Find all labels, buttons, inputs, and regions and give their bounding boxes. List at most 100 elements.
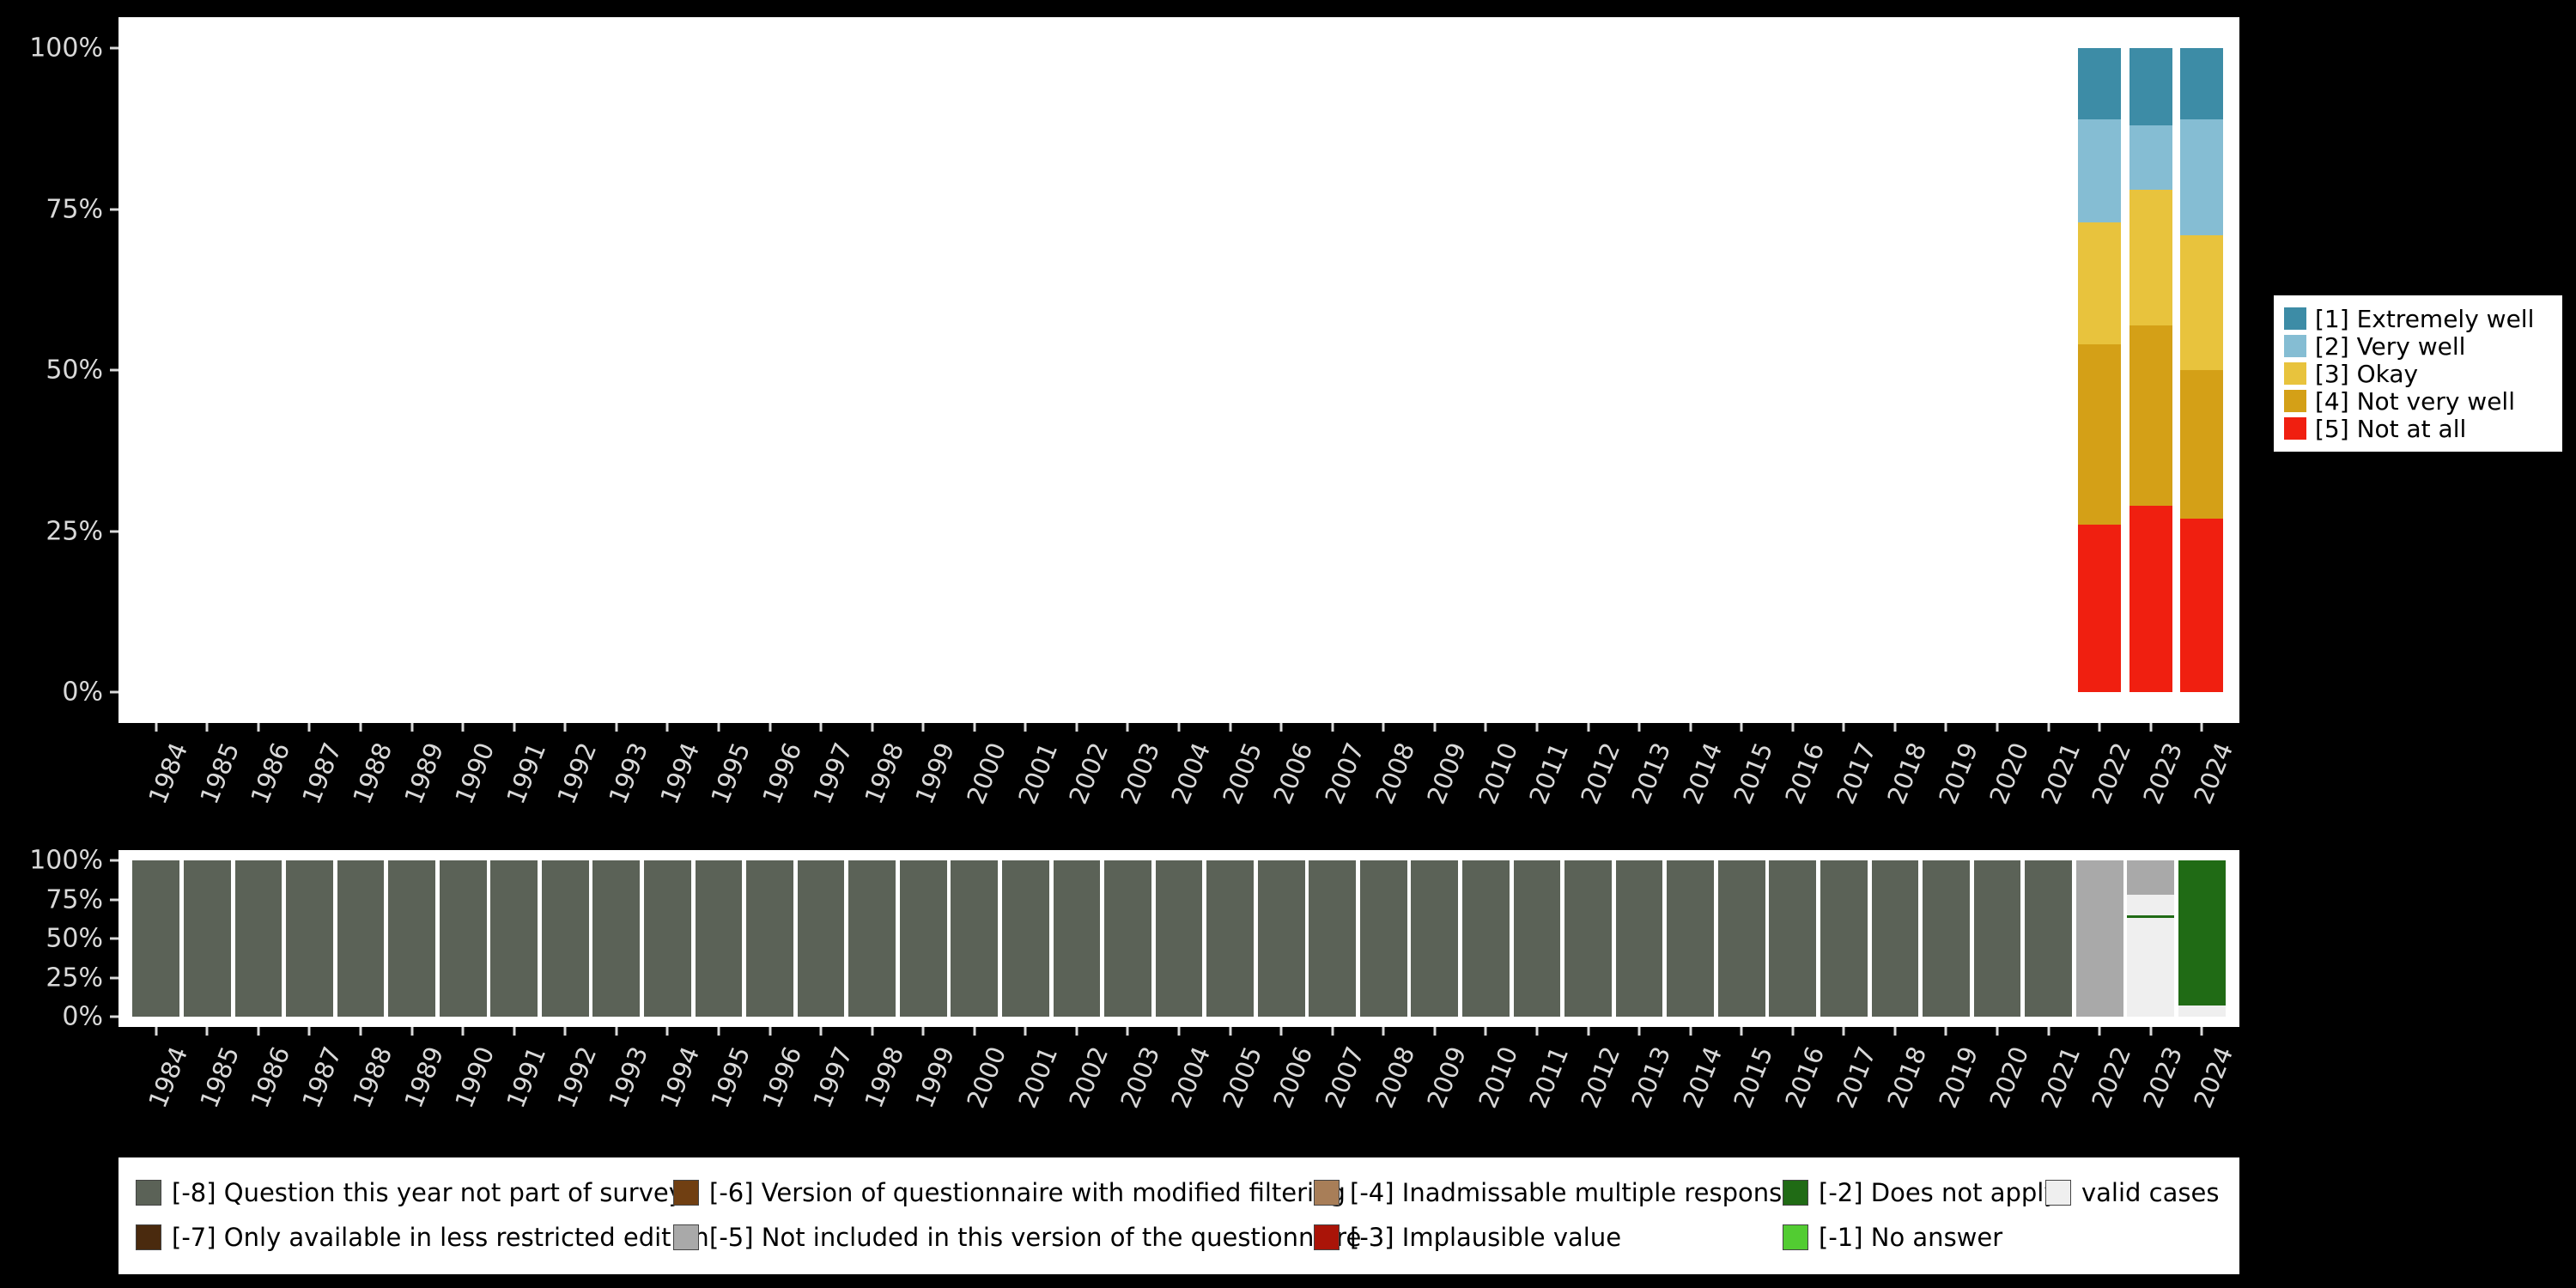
x-axis-tick (257, 1027, 260, 1036)
year-slot-2004 (1153, 860, 1205, 1017)
x-axis-tick (1637, 1027, 1641, 1036)
year-slot-2015 (1716, 48, 1767, 692)
bar-segment (1513, 860, 1561, 1017)
year-slot-2017 (1819, 860, 1870, 1017)
bar-segment (695, 860, 743, 1017)
x-axis-slot: 2024 (2177, 723, 2239, 830)
year-slot-2003 (1103, 48, 1154, 692)
x-axis-slot: 2003 (1103, 723, 1165, 830)
x-axis-tick (1996, 1027, 1999, 1036)
top-chart-x-axis: 1984 1985 1986 1987 1988 1989 1990 1991 1992 1993… (131, 723, 2239, 830)
x-axis-slot: 2022 (2074, 723, 2137, 830)
y-axis-label-text: 25% (46, 516, 103, 546)
x-axis-tick (1331, 1027, 1334, 1036)
year-slot-2023 (2125, 860, 2177, 1017)
x-axis-tick (1024, 723, 1027, 732)
missing-bar-1997 (797, 860, 845, 1017)
x-axis-tick (1791, 1027, 1795, 1036)
missing-bar-1987 (286, 860, 333, 1017)
x-axis-slot: 1984 (131, 1027, 193, 1134)
x-axis-tick (1331, 723, 1334, 732)
x-axis-tick (1433, 723, 1437, 732)
legend-item-label: [-6] Version of questionnaire with modif… (709, 1178, 1346, 1207)
x-axis-slot: 2024 (2177, 1027, 2239, 1134)
x-axis-tick (1740, 1027, 1743, 1036)
missing-bar-2007 (1309, 860, 1357, 1017)
x-axis-tick (665, 1027, 669, 1036)
x-axis-slot: 2002 (1051, 1027, 1114, 1134)
year-slot-2003 (1103, 860, 1154, 1017)
x-axis-tick (819, 1027, 823, 1036)
missing-bar-2022 (2075, 860, 2123, 1017)
legend-swatch-icon (136, 1180, 161, 1206)
year-slot-2007 (1307, 860, 1358, 1017)
x-axis-tick (819, 723, 823, 732)
bar-segment (1206, 860, 1254, 1017)
bar-segment (1615, 860, 1663, 1017)
legend-swatch-icon (2045, 1180, 2071, 1206)
x-axis-slot: 1999 (897, 1027, 961, 1134)
x-axis-slot: 1991 (489, 1027, 551, 1134)
bar-segment (388, 860, 435, 1017)
missing-bar-2020 (1973, 860, 2021, 1017)
missing-bar-2024 (2178, 860, 2226, 1017)
x-axis-tick (769, 723, 772, 732)
distribution-chart-panel (118, 17, 2239, 723)
year-slot-1991 (489, 48, 540, 692)
y-axis-label: 50% (0, 924, 118, 954)
missing-bar-2012 (1564, 860, 1612, 1017)
x-axis-slot: 2011 (1511, 723, 1574, 830)
x-axis-slot: 1997 (795, 723, 859, 830)
y-axis-tick (110, 859, 118, 862)
year-slot-2023 (2125, 48, 2177, 692)
bar-segment (2127, 914, 2175, 919)
missing-bar-1984 (132, 860, 180, 1017)
x-axis-slot: 2022 (2074, 1027, 2137, 1134)
x-axis-slot: 2012 (1563, 723, 1625, 830)
y-axis-label-text: 50% (46, 923, 103, 954)
x-axis-tick (257, 723, 260, 732)
year-slot-2002 (1051, 48, 1103, 692)
bar-segment (1769, 860, 1817, 1017)
bar-segment (746, 860, 793, 1017)
legend-item-label: valid cases (2081, 1178, 2220, 1207)
x-axis-tick (1791, 723, 1795, 732)
x-axis-slot: 2013 (1613, 723, 1677, 830)
x-axis-slot: 2015 (1716, 723, 1779, 830)
x-axis-tick (1893, 1027, 1897, 1036)
x-axis-tick (1689, 1027, 1692, 1036)
x-axis-tick (1535, 723, 1539, 732)
x-axis-tick (665, 723, 669, 732)
y-axis-tick (110, 690, 118, 694)
missing-bar-2017 (1820, 860, 1868, 1017)
bar-segment (337, 860, 385, 1017)
missing-bar-2014 (1667, 860, 1715, 1017)
x-axis-tick (1024, 1027, 1027, 1036)
bar-segment (2129, 125, 2172, 190)
missing-legend-item: [-6] Version of questionnaire with modif… (673, 1178, 1346, 1207)
bar-segment (286, 860, 333, 1017)
bar-segment (2129, 190, 2172, 325)
legend-swatch-icon (2284, 335, 2306, 357)
missing-bar-1989 (388, 860, 435, 1017)
year-slot-1986 (233, 48, 284, 692)
year-slot-2021 (2023, 860, 2075, 1017)
year-slot-2024 (2177, 860, 2228, 1017)
legend-swatch-icon (2284, 362, 2306, 385)
bar-segment (2178, 860, 2226, 1006)
bar-segment (1973, 860, 2021, 1017)
bar-segment (1717, 860, 1765, 1017)
y-axis-label: 75% (0, 194, 118, 224)
bar-segment (2078, 222, 2122, 344)
year-slot-2000 (949, 48, 1000, 692)
y-axis-label-text: 75% (46, 884, 103, 914)
year-slot-1984 (131, 860, 182, 1017)
legend-item: [5] Not at all (2284, 415, 2552, 443)
missing-bar-2009 (1411, 860, 1459, 1017)
x-axis-tick (359, 723, 362, 732)
year-slot-2011 (1511, 48, 1563, 692)
x-axis-tick (1075, 723, 1078, 732)
top-chart-y-axis: 100% 75% 50% 25% 0% (0, 33, 118, 708)
bar-segment (2078, 344, 2122, 525)
x-axis-tick (1893, 723, 1897, 732)
